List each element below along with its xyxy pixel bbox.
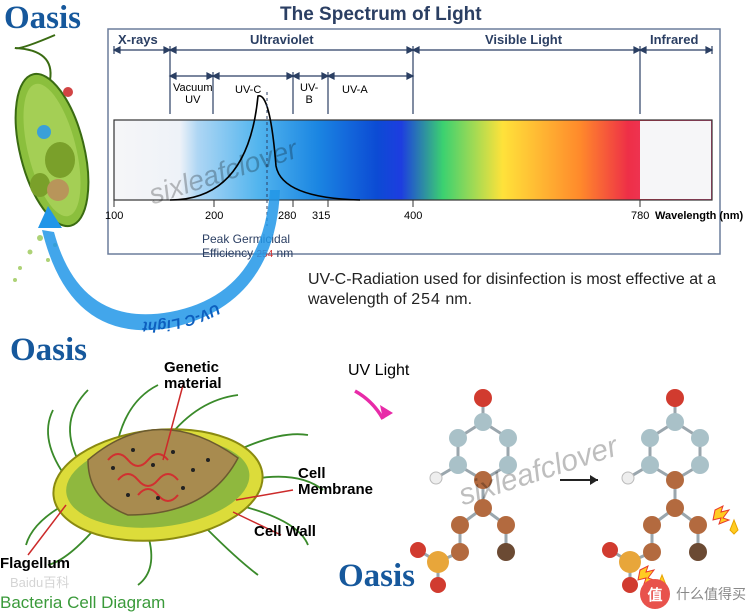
label-membrane: Cell Membrane	[298, 466, 373, 498]
tick-400: 400	[404, 210, 422, 222]
label-wall: Cell Wall	[254, 523, 316, 540]
uvc-light-arrow: UV-C Light	[20, 180, 330, 380]
cat-ir: Infrared	[650, 32, 698, 47]
sub-uva: UV-A	[342, 84, 368, 96]
cat-visible: Visible Light	[485, 32, 562, 47]
cat-xrays: X-rays	[118, 32, 158, 47]
bacteria-title: Bacteria Cell Diagram	[0, 593, 165, 613]
page-title: The Spectrum of Light	[280, 4, 482, 26]
smzdm-text: 什么值得买	[676, 584, 746, 604]
label-genetic: Genetic material	[164, 360, 222, 392]
smzdm-icon: 值	[640, 579, 670, 609]
uv-light-arrow-icon	[345, 383, 405, 433]
baidu-watermark: Baidu百科	[10, 572, 69, 591]
molecule-right	[590, 380, 750, 600]
smzdm-badge: 值 什么值得买	[640, 579, 746, 609]
sub-uvb: UV- B	[300, 82, 318, 106]
tick-780: 780	[631, 210, 649, 222]
label-flagellum: Flagellum	[0, 555, 70, 572]
uvc-description: UV-C-Radiation used for disinfection is …	[308, 270, 738, 310]
sub-uvc: UV-C	[235, 84, 261, 96]
cat-uv: Ultraviolet	[250, 32, 314, 47]
sub-vacuum: Vacuum UV	[173, 82, 213, 106]
axis-label: Wavelength (nm)	[655, 210, 743, 222]
uv-light-label: UV Light	[348, 362, 409, 380]
